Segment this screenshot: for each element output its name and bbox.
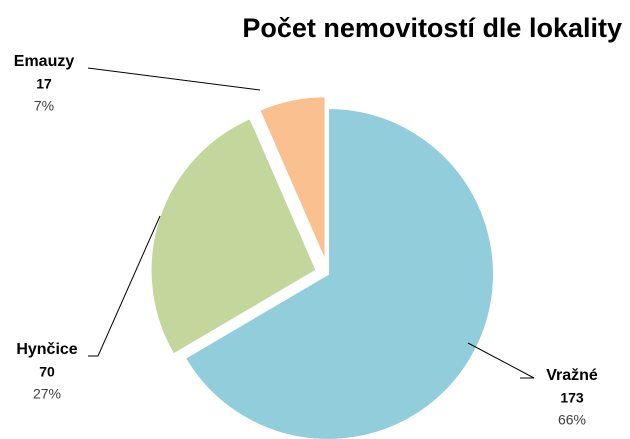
leader-line xyxy=(87,67,261,91)
value-label: 173 xyxy=(560,390,584,406)
chart-title: Počet nemovitostí dle lokality xyxy=(242,13,622,43)
pie-slice xyxy=(183,106,495,439)
value-label: 17 xyxy=(36,76,52,92)
slice-label: Emauzy xyxy=(14,53,75,70)
slice-label: Vražné xyxy=(546,367,598,384)
leader-line xyxy=(467,342,535,379)
pie-slice xyxy=(257,95,327,263)
percent-label: 27% xyxy=(33,386,61,402)
value-label: 70 xyxy=(39,364,55,380)
slice-label: Hynčice xyxy=(16,341,77,358)
leader-line xyxy=(88,215,161,357)
percent-label: 66% xyxy=(558,412,586,428)
percent-label: 7% xyxy=(34,98,54,114)
